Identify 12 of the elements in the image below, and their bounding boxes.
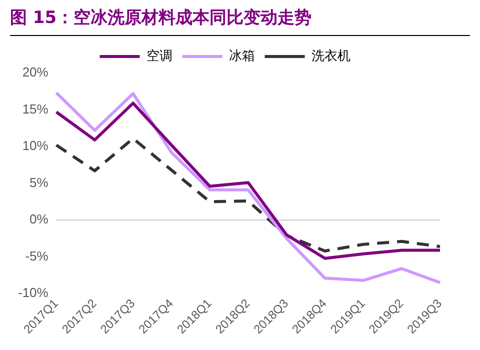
y-tick-label: -10% <box>18 285 49 300</box>
y-tick-label: 0% <box>30 212 49 227</box>
y-tick-label: 10% <box>22 138 49 154</box>
legend-label: 冰箱 <box>228 48 255 64</box>
legend-label: 空调 <box>146 48 172 64</box>
y-tick-label: 5% <box>30 174 49 190</box>
legend-label: 洗衣机 <box>311 48 350 64</box>
line-series <box>54 136 442 252</box>
y-tick-label: 15% <box>22 101 49 116</box>
chart-title: 图 15：空冰洗原材料成本同比变动走势 <box>10 6 470 36</box>
y-tick-label: -5% <box>25 248 49 264</box>
y-tick-label: 20% <box>22 64 49 80</box>
